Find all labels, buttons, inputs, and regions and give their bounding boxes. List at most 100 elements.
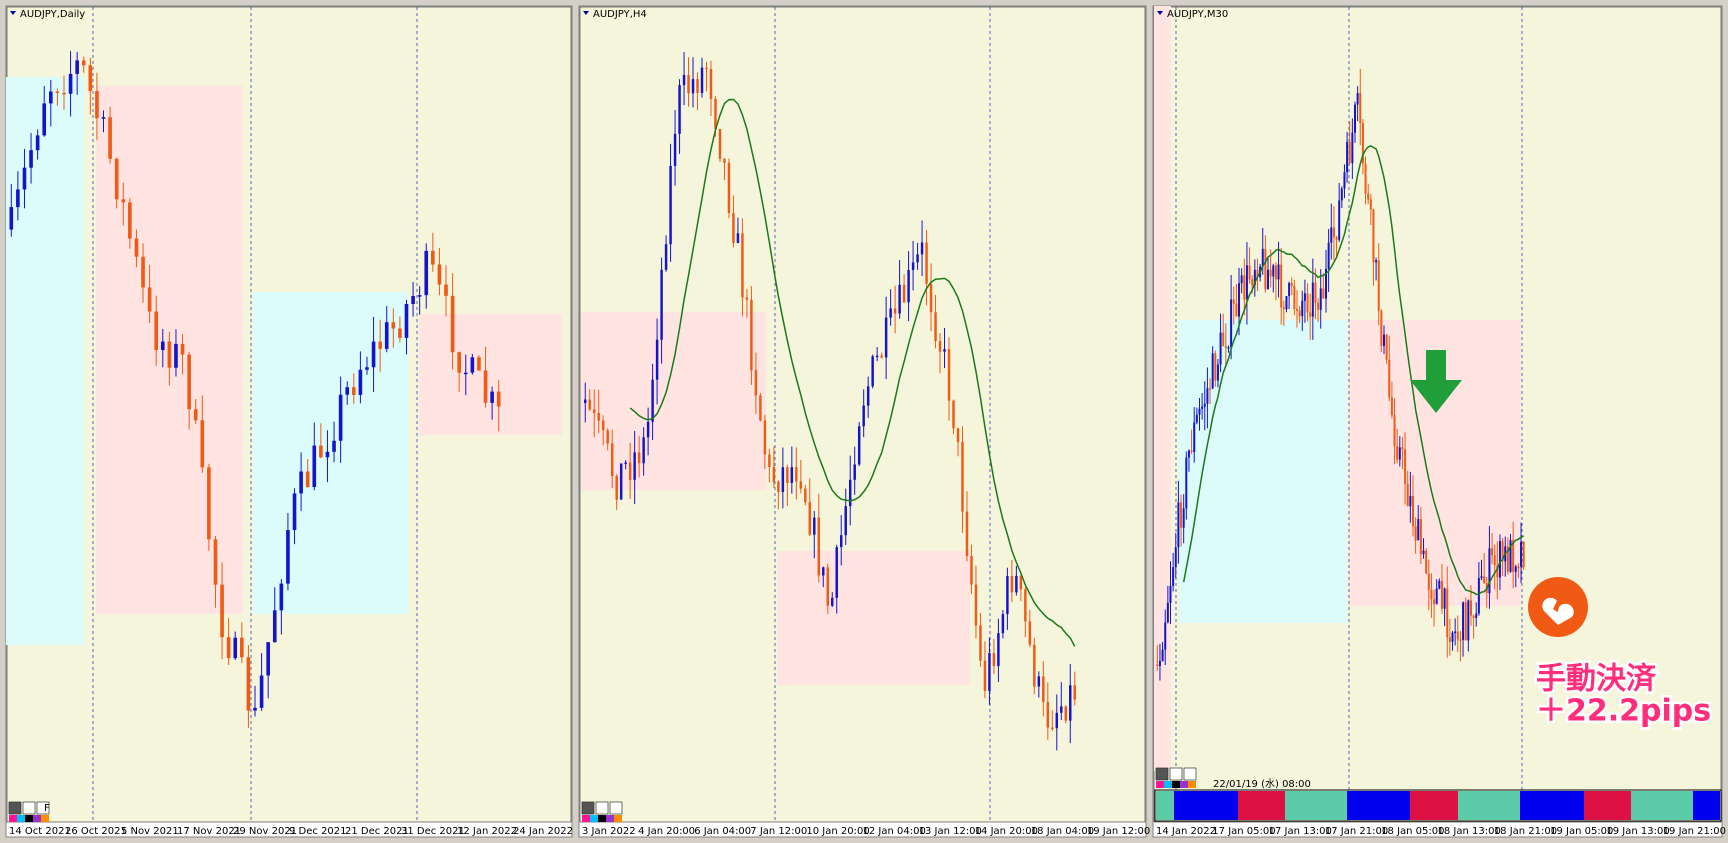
candle-body	[1024, 589, 1027, 622]
candle-body	[727, 162, 731, 214]
candle-body	[174, 343, 178, 368]
candle-body	[705, 67, 708, 70]
candle-body	[1480, 576, 1483, 579]
signal-block	[1458, 791, 1520, 820]
candle-body	[1477, 578, 1480, 614]
candle-body	[839, 535, 843, 548]
zone	[777, 551, 970, 685]
time-label: 19 Jan 12:00	[1087, 826, 1150, 837]
candle-body	[651, 379, 654, 422]
candle-body	[463, 372, 468, 375]
candle-body	[1180, 502, 1183, 528]
candle-body	[1327, 242, 1330, 269]
candle-body	[305, 471, 310, 488]
time-label: 17 Jan 05:00	[1212, 826, 1275, 837]
candle-body	[1488, 548, 1491, 594]
candle-body	[1346, 141, 1349, 173]
candle-body	[292, 493, 297, 531]
candle-body	[804, 488, 807, 503]
candle-body	[1343, 172, 1346, 189]
candle-body	[646, 421, 650, 438]
candle-body	[398, 328, 402, 338]
candle-body	[857, 426, 861, 465]
candle-body	[1177, 502, 1180, 548]
candle-body	[831, 597, 834, 606]
time-label: 14 Jan 2022	[1156, 826, 1216, 837]
candle-body	[1296, 308, 1299, 311]
candle-body	[444, 284, 448, 296]
candle-body	[1051, 727, 1054, 730]
signal-block	[1410, 791, 1458, 820]
candle-body	[884, 317, 888, 358]
candle-body	[1522, 541, 1525, 567]
color-swatch	[1180, 781, 1188, 788]
candle-body	[642, 437, 645, 464]
candle-body	[279, 583, 284, 611]
zone	[581, 312, 766, 490]
candle-body	[1396, 446, 1399, 460]
candle-body	[490, 391, 494, 403]
signal-block	[1174, 791, 1238, 820]
candle-body	[1201, 406, 1204, 409]
candle-body	[9, 207, 14, 230]
candle-body	[822, 567, 825, 576]
candle-body	[601, 420, 605, 431]
candle-body	[817, 517, 821, 576]
time-label: 12 Jan 04:00	[863, 826, 926, 837]
candle-body	[1301, 300, 1304, 317]
candle-body	[332, 440, 336, 452]
candle-body	[207, 467, 211, 540]
candle-body	[700, 67, 704, 93]
candle-body	[1314, 282, 1317, 303]
candle-body	[660, 269, 663, 340]
candle-body	[450, 295, 455, 353]
zone	[1179, 320, 1347, 623]
candle-body	[1469, 600, 1472, 616]
candle-body	[947, 349, 951, 401]
candle-body	[777, 481, 780, 492]
candle-body	[682, 74, 686, 86]
candle-body	[750, 299, 753, 371]
candle-body	[1285, 296, 1288, 310]
candle-body	[1319, 288, 1322, 310]
candle-body	[1298, 310, 1301, 317]
candle-body	[1001, 614, 1005, 634]
candle-body	[1158, 660, 1161, 667]
candle-body	[1224, 346, 1227, 349]
candle-body	[345, 387, 350, 395]
candle-body	[875, 355, 879, 358]
candle-body	[81, 60, 86, 66]
candle-body	[325, 451, 330, 458]
candle-body	[615, 476, 618, 500]
candle-body	[848, 479, 852, 507]
candle-body	[299, 471, 303, 494]
candle-body	[687, 74, 690, 94]
tool-icon	[8, 801, 22, 815]
candle-body	[1417, 519, 1420, 541]
candle-body	[1498, 541, 1501, 578]
candle-body	[1277, 264, 1280, 280]
candle-body	[902, 284, 906, 303]
candle-body	[147, 287, 152, 312]
candle-body	[1411, 495, 1414, 527]
time-label: 18 Jan 13:00	[1438, 826, 1501, 837]
exit-icon	[1528, 577, 1588, 637]
candle-body	[655, 339, 659, 380]
candle-body	[826, 567, 829, 606]
candle-body	[633, 452, 636, 480]
candle-body	[1438, 580, 1441, 589]
time-label: 31 Dec 2021	[401, 826, 465, 837]
candle-body	[1245, 265, 1248, 300]
candle-body	[1462, 602, 1465, 640]
candle-body	[253, 707, 257, 711]
candle-body	[970, 556, 973, 585]
candle-body	[732, 213, 735, 243]
candle-body	[790, 467, 794, 483]
signal-block	[1156, 791, 1174, 820]
candle-body	[997, 633, 1000, 667]
candle-body	[1069, 685, 1072, 721]
candle-body	[813, 517, 816, 535]
candle-body	[974, 584, 978, 626]
candle-body	[470, 357, 475, 373]
candle-body	[134, 238, 139, 257]
